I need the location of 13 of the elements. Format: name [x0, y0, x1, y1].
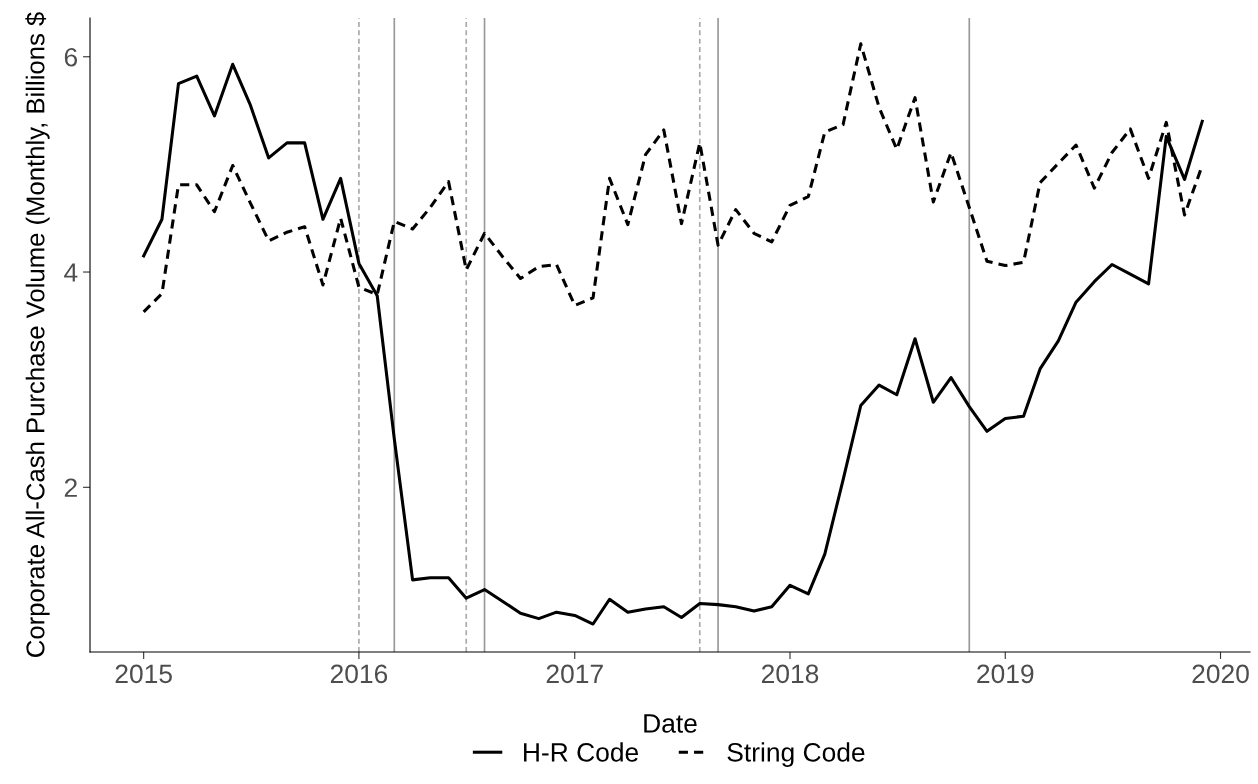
legend-label: H-R Code	[524, 742, 639, 762]
y-tick-label: 4	[64, 263, 78, 282]
x-tick-label: 2020	[1192, 664, 1249, 684]
x-tick-label: 2018	[761, 664, 819, 684]
y-axis-title: Corporate All-Cash Purchase Volume (Monthly, Billions $	[25, 12, 50, 657]
x-tick-label: 2015	[115, 664, 172, 684]
x-tick-label: 2017	[546, 664, 603, 684]
x-tick-label: 2019	[977, 664, 1034, 684]
legend-label: String Code	[727, 742, 865, 767]
y-tick-label: 6	[64, 47, 78, 67]
y-tick-label: 2	[64, 478, 77, 497]
x-tick-label: 2016	[330, 664, 388, 684]
x-axis-title: Date	[644, 714, 697, 733]
